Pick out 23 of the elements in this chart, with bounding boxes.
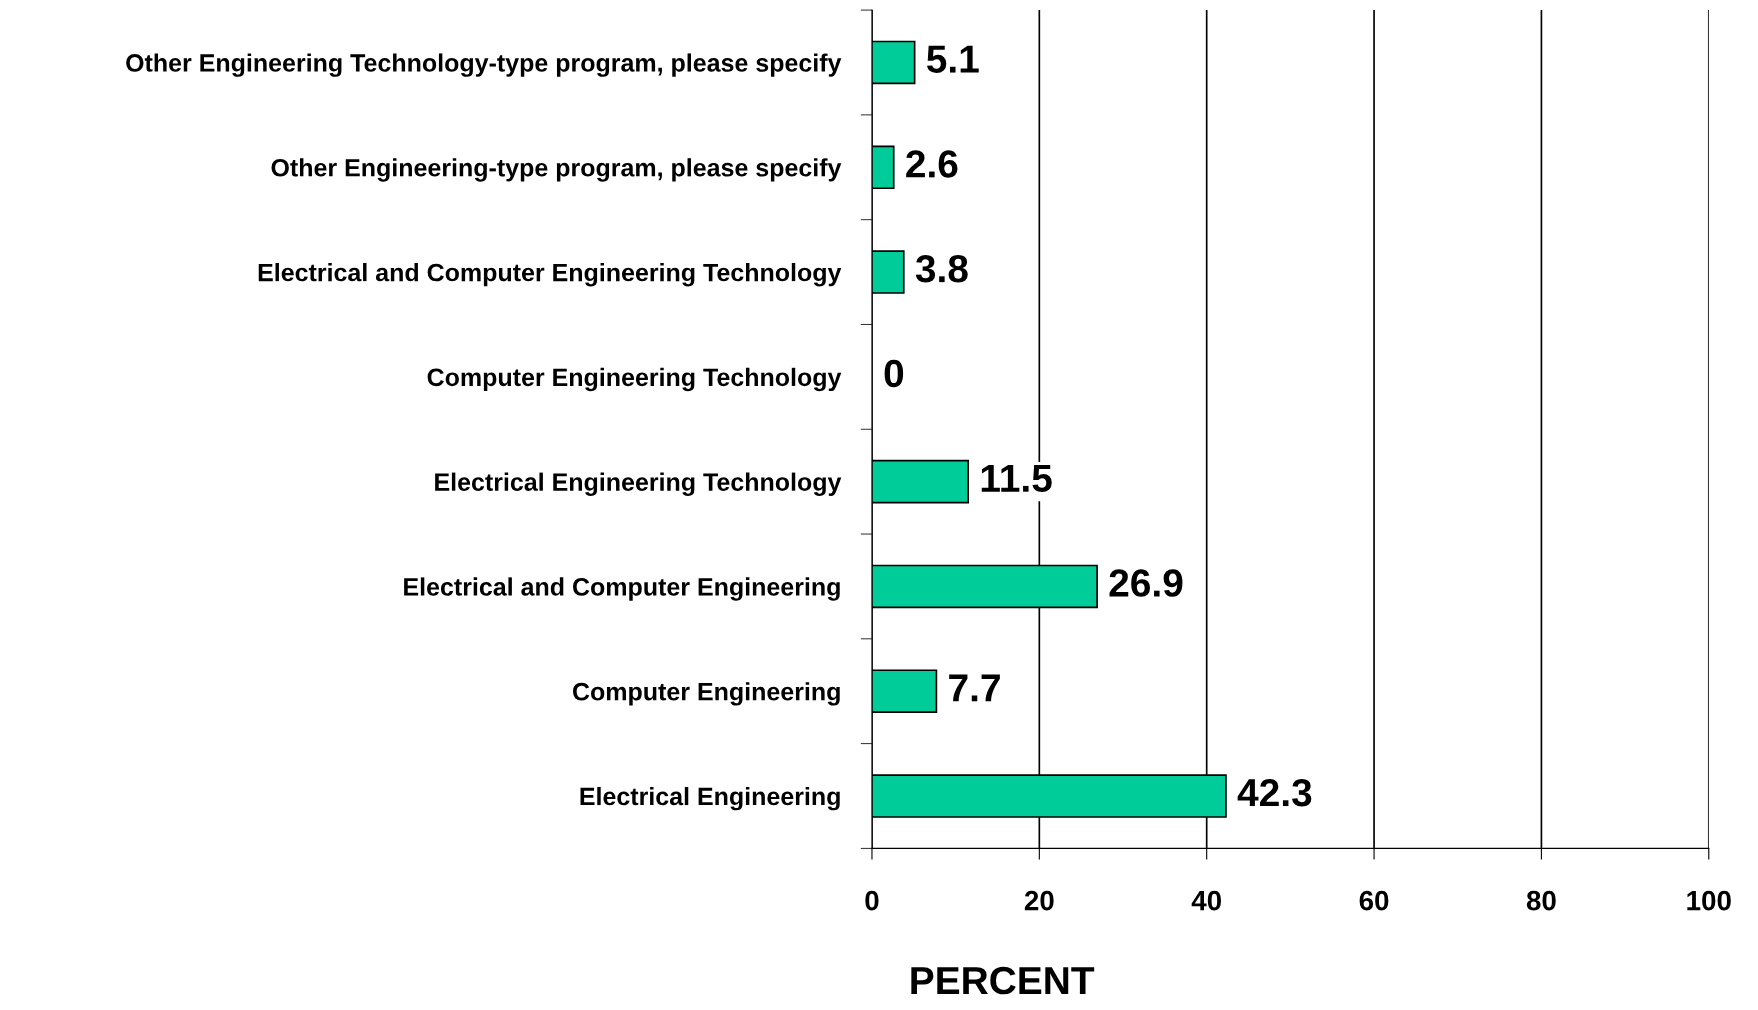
y-tick-label: Computer Engineering xyxy=(572,682,840,706)
x-tick-label: 100 xyxy=(1687,890,1731,911)
x-axis-title: PERCENT xyxy=(911,966,1095,995)
data-label: 0 xyxy=(884,359,904,388)
x-tick-label: 40 xyxy=(1191,890,1221,911)
x-tick-label: 80 xyxy=(1526,890,1556,911)
y-tick-label: Other Engineering Technology-type program, please specify xyxy=(126,53,842,77)
y-tick-label: Electrical and Computer Engineering xyxy=(404,577,840,601)
data-label: 3.8 xyxy=(915,254,968,283)
data-label: 42.3 xyxy=(1237,778,1312,807)
x-tick-label: 0 xyxy=(865,890,879,911)
data-label: 7.7 xyxy=(949,674,1000,702)
data-label: 5.1 xyxy=(926,45,979,73)
y-tick-label: Electrical and Computer Engineering Technology xyxy=(258,263,842,287)
x-tick-label: 20 xyxy=(1024,890,1054,911)
y-tick-label: Electrical Engineering Technology xyxy=(435,472,842,496)
x-tick-label: 60 xyxy=(1359,890,1389,911)
y-tick-label: Electrical Engineering xyxy=(580,786,840,811)
y-tick-label: Other Engineering-type program, please specify xyxy=(271,158,842,182)
data-label: 2.6 xyxy=(906,150,958,178)
data-label: 26.9 xyxy=(1109,569,1183,597)
y-tick-label: Computer Engineering Technology xyxy=(427,367,842,392)
data-label: 11.5 xyxy=(981,464,1052,493)
